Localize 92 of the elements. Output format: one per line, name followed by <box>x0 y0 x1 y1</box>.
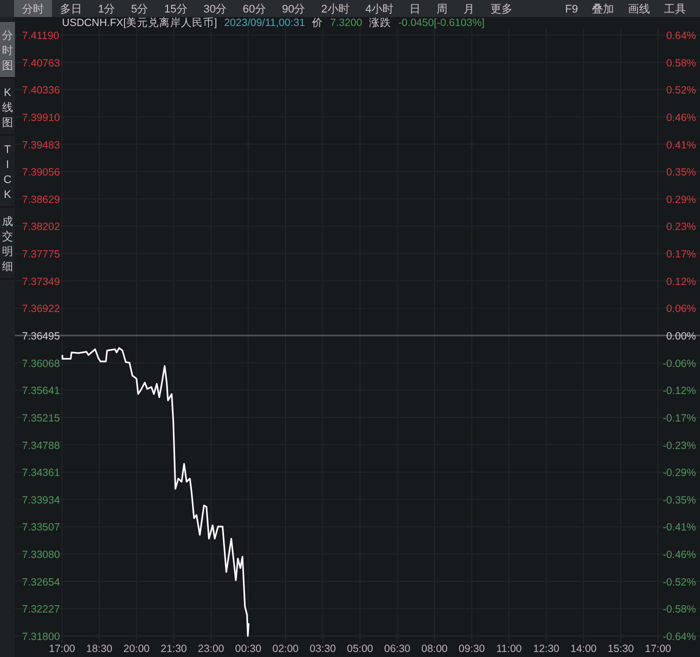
y-tick-label: 7.39910 <box>22 112 60 124</box>
y2-tick-label: -0.17% <box>662 412 696 424</box>
y-tick-label: 7.35641 <box>22 385 60 398</box>
y-tick-label: 7.36068 <box>22 358 60 370</box>
text: 工具 <box>664 4 686 16</box>
y-tick-label: 7.33080 <box>22 549 60 562</box>
y2-tick-label: 0.52% <box>666 84 696 97</box>
y2-tick-label: -0.12% <box>662 385 696 398</box>
x-tick-label: 18:30 <box>86 643 113 655</box>
y2-tick-label: 0.06% <box>666 303 696 316</box>
y2-tick-label: 0.29% <box>666 194 696 206</box>
text: 1分 <box>98 4 116 16</box>
line-series <box>62 347 250 637</box>
text: 分时图 <box>2 30 13 72</box>
y-tick-label: 7.39483 <box>22 139 60 152</box>
text: -0.0450[-0.6103%] <box>398 17 485 29</box>
y2-tick-label: -0.23% <box>662 440 696 452</box>
y2-tick-label: 0.12% <box>666 276 696 288</box>
y2-tick-label: 0.23% <box>666 221 696 234</box>
y-tick-label: 7.35215 <box>22 412 60 424</box>
y2-tick-label: 0.64% <box>666 30 696 42</box>
text: 日 <box>410 4 420 16</box>
text: 价 <box>311 17 324 29</box>
y2-tick-label: 0.35% <box>666 166 696 179</box>
x-tick-label: 20:00 <box>123 643 150 655</box>
text: 多日 <box>60 4 82 16</box>
text: 月 <box>464 4 474 16</box>
y2-tick-label: -0.64% <box>662 631 696 643</box>
y2-tick-label: 0.41% <box>666 139 696 152</box>
y2-tick-label: -0.52% <box>662 576 696 588</box>
x-tick-label: 02:00 <box>272 643 299 655</box>
y2-tick-label: -0.41% <box>662 522 696 534</box>
y-tick-label: 7.33507 <box>22 522 60 534</box>
y-tick-label: 7.40336 <box>22 84 60 97</box>
y-tick-label: 7.33934 <box>22 494 60 506</box>
text: 成交明细 <box>2 215 13 273</box>
x-tick-label: 00:30 <box>235 643 262 655</box>
x-tick-label: 12:30 <box>533 643 560 655</box>
x-tick-label: 05:00 <box>346 643 374 655</box>
y-tick-label: 7.36495 <box>22 330 60 342</box>
y-tick-label: 7.38629 <box>22 194 60 206</box>
text: 周 <box>436 4 448 16</box>
text: F9 <box>565 4 578 16</box>
text: K线图 <box>2 87 13 129</box>
x-tick-label: 03:30 <box>310 643 336 655</box>
y-tick-label: 7.37775 <box>22 248 60 261</box>
text: 4小时 <box>365 2 394 16</box>
text: 5分 <box>131 4 148 16</box>
y-tick-label: 7.39056 <box>22 166 60 179</box>
y2-tick-label: 0.17% <box>666 248 696 261</box>
x-tick-label: 08:00 <box>421 643 448 655</box>
x-tick-label: 06:30 <box>384 643 411 655</box>
x-tick-label: 17:00 <box>48 643 76 655</box>
y2-tick-label: -0.06% <box>662 358 696 370</box>
x-tick-label: 11:00 <box>496 643 522 655</box>
y-tick-label: 7.32654 <box>22 576 60 588</box>
x-tick-label: 17:00 <box>644 643 672 655</box>
x-tick-label: 14:00 <box>570 643 597 655</box>
y2-tick-label: -0.29% <box>662 467 696 480</box>
x-tick-label: 23:00 <box>198 643 224 655</box>
y-tick-label: 7.34361 <box>22 467 60 480</box>
text: 叠加 <box>592 2 614 16</box>
text: 画线 <box>628 2 650 16</box>
chart-subtitle: 2023/09/11,00:31 <box>224 17 306 29</box>
x-tick-label: 15:30 <box>608 643 634 655</box>
text: 30分 <box>204 4 227 16</box>
text: 15分 <box>164 4 188 16</box>
y2-tick-label: 0.58% <box>666 57 696 70</box>
text: 分时 <box>22 2 44 16</box>
text: 2小时 <box>321 2 350 16</box>
text: 60分 <box>242 4 266 16</box>
y-tick-label: 7.32227 <box>22 604 60 616</box>
y2-tick-label: -0.46% <box>662 549 696 562</box>
y-tick-label: 7.31800 <box>22 631 60 643</box>
chart-title: USDCNH.FX[美元兑离岸人民币] <box>62 16 218 29</box>
y2-tick-label: -0.35% <box>662 494 696 506</box>
text: 更多 <box>490 4 512 16</box>
y2-tick-label: -0.58% <box>662 604 696 616</box>
text: 涨跌 <box>369 17 392 29</box>
y-tick-label: 7.41190 <box>22 30 60 42</box>
x-tick-label: 09:30 <box>458 643 486 655</box>
y-tick-label: 7.34788 <box>22 440 60 452</box>
text: TICK <box>4 144 12 201</box>
x-tick-label: 21:30 <box>160 643 188 655</box>
y2-tick-label: 0.00% <box>666 330 696 342</box>
y-tick-label: 7.40763 <box>22 57 60 70</box>
text: 90分 <box>282 4 306 16</box>
y-tick-label: 7.38202 <box>22 221 60 234</box>
y2-tick-label: 0.46% <box>666 112 696 124</box>
text: 7.3200 <box>330 17 362 29</box>
y-tick-label: 7.36922 <box>22 303 60 316</box>
y-tick-label: 7.37349 <box>22 276 60 288</box>
